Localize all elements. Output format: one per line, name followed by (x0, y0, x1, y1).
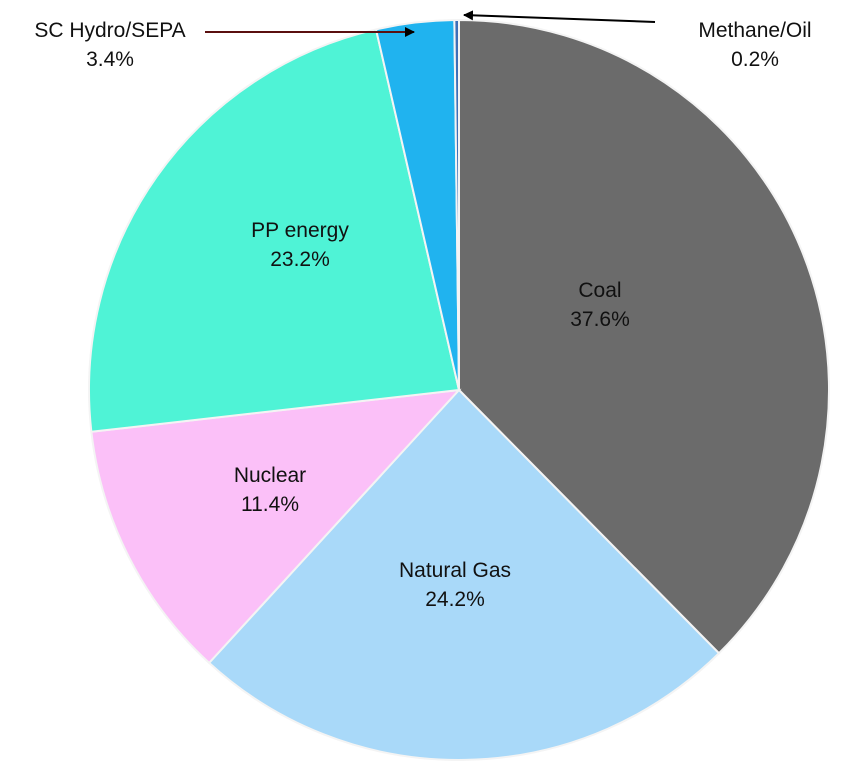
category-label: Methane/Oil (698, 19, 812, 42)
value-label: 3.4% (86, 48, 134, 71)
slice-label: SC Hydro/SEPA 3.4% (0, 16, 230, 74)
value-label: 24.2% (425, 588, 485, 611)
value-label: 0.2% (731, 48, 779, 71)
pie-slice (458, 18, 830, 655)
slice-label: Methane/Oil 0.2% (655, 16, 847, 74)
value-label: 23.2% (270, 248, 330, 271)
leader-line (463, 10, 656, 23)
pie-slice (90, 388, 462, 665)
category-label: Coal (578, 279, 622, 302)
slice-label: Coal 37.6% (500, 276, 700, 334)
slice-label: PP energy 23.2% (200, 216, 400, 274)
value-label: 11.4% (241, 493, 299, 516)
pie-slice (88, 28, 461, 433)
pie-slice (453, 18, 460, 391)
category-label: Natural Gas (398, 559, 512, 582)
slice-label: Natural Gas 24.2% (395, 556, 515, 614)
slices (88, 18, 830, 761)
category-label: SC Hydro/SEPA (34, 19, 186, 42)
slice-label: Nuclear 11.4% (170, 461, 370, 519)
category-label: PP energy (251, 219, 349, 242)
value-label: 37.6% (570, 308, 630, 331)
category-label: Nuclear (233, 464, 307, 487)
pie-slice (207, 388, 721, 761)
